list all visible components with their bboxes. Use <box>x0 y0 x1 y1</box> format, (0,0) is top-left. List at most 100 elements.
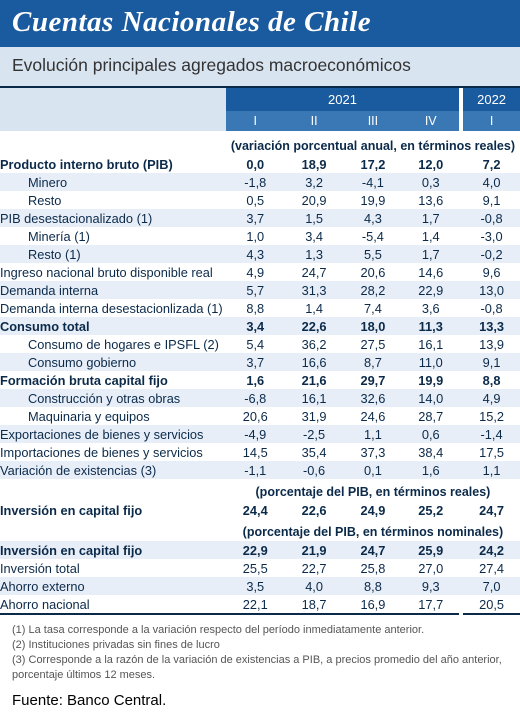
value-cell: 25,8 <box>344 559 403 577</box>
value-cell: 22,1 <box>226 595 285 614</box>
value-cell: 9,3 <box>402 577 461 595</box>
value-cell: 17,5 <box>461 443 520 461</box>
value-cell: 20,9 <box>285 191 344 209</box>
value-cell: 3,2 <box>285 173 344 191</box>
value-cell: 20,6 <box>226 407 285 425</box>
value-cell: -2,5 <box>285 425 344 443</box>
table-row: Demanda interna desestacionlizada (1)8,8… <box>0 299 520 317</box>
table-row: Producto interno bruto (PIB)0,018,917,21… <box>0 155 520 173</box>
table-row: PIB desestacionalizado (1)3,71,54,31,7-0… <box>0 209 520 227</box>
row-label: Consumo total <box>0 317 226 335</box>
value-cell: 1,4 <box>402 227 461 245</box>
value-cell: 1,4 <box>285 299 344 317</box>
row-label: Ingreso nacional bruto disponible real <box>0 263 226 281</box>
value-cell: 24,7 <box>285 263 344 281</box>
footnote: (2) Instituciones privadas sin fines de … <box>12 638 508 653</box>
value-cell: 0,6 <box>402 425 461 443</box>
table-row: Minería (1)1,03,4-5,41,4-3,0 <box>0 227 520 245</box>
value-cell: 4,3 <box>344 209 403 227</box>
year-header-row: 20212022 <box>0 88 520 111</box>
value-cell: 11,3 <box>402 317 461 335</box>
value-cell: 19,9 <box>344 191 403 209</box>
value-cell: 3,4 <box>285 227 344 245</box>
footnote: (1) La tasa corresponde a la variación r… <box>12 623 508 638</box>
row-label: Resto <box>0 191 226 209</box>
value-cell: 24,2 <box>461 541 520 559</box>
value-cell: 8,8 <box>226 299 285 317</box>
value-cell: 3,5 <box>226 577 285 595</box>
value-cell: 27,4 <box>461 559 520 577</box>
value-cell: 37,3 <box>344 443 403 461</box>
value-cell: 13,6 <box>402 191 461 209</box>
data-table: 20212022 IIIIIIIVI (variación porcentual… <box>0 88 520 615</box>
table-head: 20212022 IIIIIIIVI <box>0 88 520 132</box>
value-cell: -5,4 <box>344 227 403 245</box>
value-cell: 3,4 <box>226 317 285 335</box>
value-cell: 22,9 <box>402 281 461 299</box>
value-cell: 16,1 <box>402 335 461 353</box>
row-label: Inversión en capital fijo <box>0 501 226 519</box>
value-cell: 13,9 <box>461 335 520 353</box>
table-row: Importaciones de bienes y servicios14,53… <box>0 443 520 461</box>
row-label: Importaciones de bienes y servicios <box>0 443 226 461</box>
value-cell: 12,0 <box>402 155 461 173</box>
value-cell: -0,8 <box>461 209 520 227</box>
value-cell: 38,4 <box>402 443 461 461</box>
table-row: Resto0,520,919,913,69,1 <box>0 191 520 209</box>
value-cell: 1,3 <box>285 245 344 263</box>
value-cell: 21,6 <box>285 371 344 389</box>
value-cell: -0,2 <box>461 245 520 263</box>
value-cell: 18,7 <box>285 595 344 614</box>
value-cell: 18,0 <box>344 317 403 335</box>
value-cell: 15,2 <box>461 407 520 425</box>
value-cell: 5,7 <box>226 281 285 299</box>
value-cell: -1,8 <box>226 173 285 191</box>
value-cell: 25,2 <box>402 501 461 519</box>
title-text: Cuentas Nacionales de Chile <box>12 6 371 38</box>
table-row: Construcción y otras obras-6,816,132,614… <box>0 389 520 407</box>
table-row: Ahorro nacional22,118,716,917,720,5 <box>0 595 520 614</box>
value-cell: 18,9 <box>285 155 344 173</box>
row-label: Variación de existencias (3) <box>0 461 226 479</box>
value-cell: 28,7 <box>402 407 461 425</box>
year-header: 2021 <box>226 88 461 111</box>
section-note: (porcentaje del PIB, en términos reales) <box>226 479 520 501</box>
table-row: Resto (1)4,31,35,51,7-0,2 <box>0 245 520 263</box>
value-cell: 20,5 <box>461 595 520 614</box>
value-cell: 22,6 <box>285 501 344 519</box>
value-cell: 31,9 <box>285 407 344 425</box>
value-cell: 3,6 <box>402 299 461 317</box>
value-cell: 24,4 <box>226 501 285 519</box>
footnotes: (1) La tasa corresponde a la variación r… <box>0 615 520 686</box>
value-cell: 9,6 <box>461 263 520 281</box>
value-cell: 14,0 <box>402 389 461 407</box>
value-cell: 8,8 <box>344 577 403 595</box>
title-bar: Cuentas Nacionales de Chile <box>0 0 520 47</box>
value-cell: 4,9 <box>461 389 520 407</box>
value-cell: 25,9 <box>402 541 461 559</box>
row-label: Inversión total <box>0 559 226 577</box>
value-cell: 8,8 <box>461 371 520 389</box>
year-header: 2022 <box>461 88 520 111</box>
value-cell: 25,5 <box>226 559 285 577</box>
row-label: Consumo de hogares e IPSFL (2) <box>0 335 226 353</box>
row-label: Demanda interna desestacionlizada (1) <box>0 299 226 317</box>
section-note: (porcentaje del PIB, en términos nominal… <box>226 519 520 541</box>
table-row: Ahorro externo3,54,08,89,37,0 <box>0 577 520 595</box>
table-row: Consumo de hogares e IPSFL (2)5,436,227,… <box>0 335 520 353</box>
footnote: (3) Corresponde a la razón de la variaci… <box>12 653 508 683</box>
value-cell: 9,1 <box>461 191 520 209</box>
value-cell: -0,6 <box>285 461 344 479</box>
quarter-header-row: IIIIIIIVI <box>0 111 520 132</box>
value-cell: 20,6 <box>344 263 403 281</box>
value-cell: -4,1 <box>344 173 403 191</box>
value-cell: 24,7 <box>461 501 520 519</box>
value-cell: 0,0 <box>226 155 285 173</box>
row-label: Consumo gobierno <box>0 353 226 371</box>
value-cell: -6,8 <box>226 389 285 407</box>
value-cell: 11,0 <box>402 353 461 371</box>
quarter-header: I <box>461 111 520 132</box>
value-cell: -3,0 <box>461 227 520 245</box>
value-cell: 0,5 <box>226 191 285 209</box>
value-cell: 32,6 <box>344 389 403 407</box>
